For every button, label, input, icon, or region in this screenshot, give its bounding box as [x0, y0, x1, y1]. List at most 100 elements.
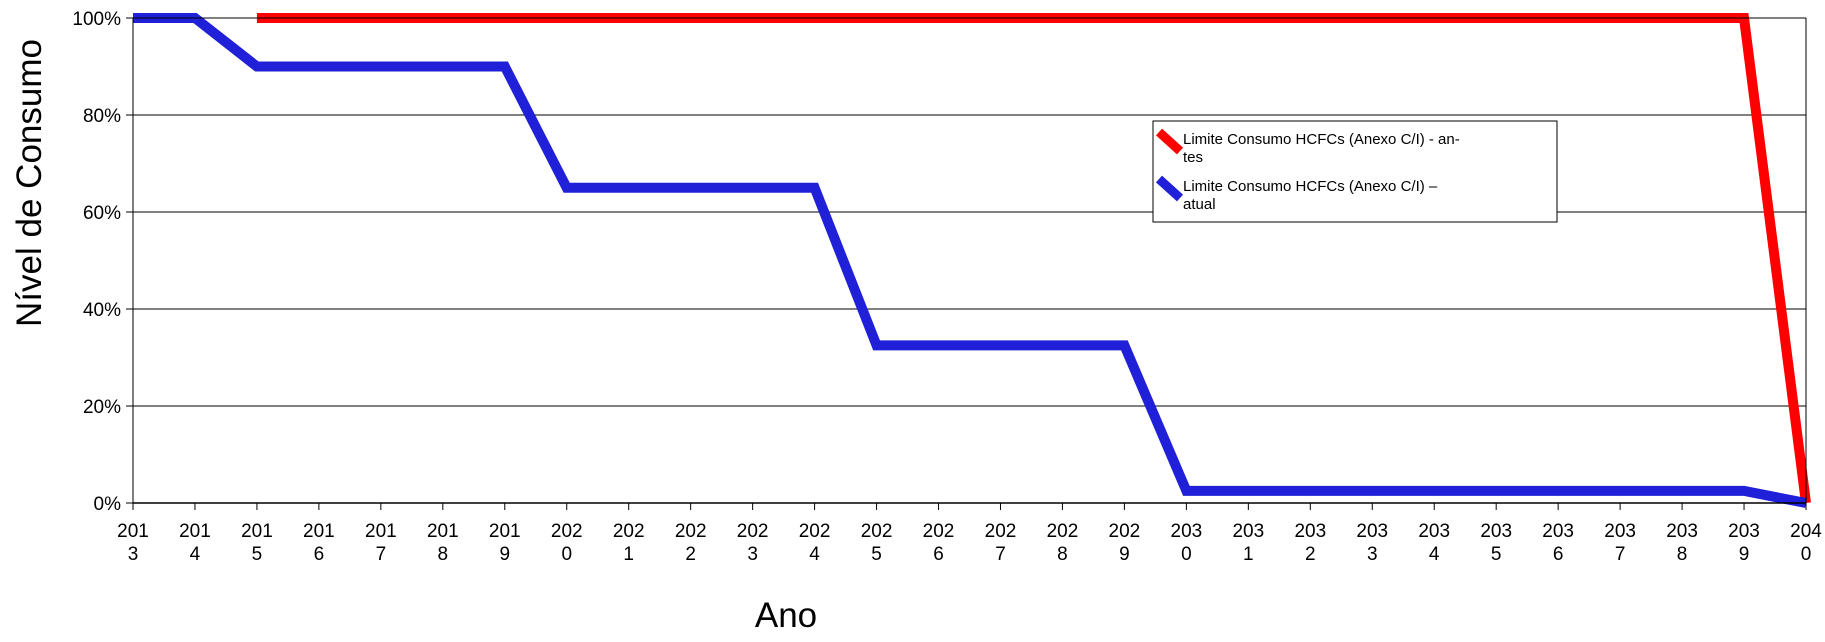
y-tick-label-100: 100% — [72, 9, 121, 30]
y-tick-label-40: 40% — [83, 300, 121, 321]
x-tick-label-2035-line1: 203 — [1480, 521, 1512, 542]
x-tick-label-2026-line2: 6 — [933, 544, 944, 565]
x-tick-label-2033-line2: 3 — [1367, 544, 1378, 565]
x-tick-label-2030-line1: 203 — [1171, 521, 1203, 542]
x-tick-label-2038-line2: 8 — [1677, 544, 1688, 565]
x-tick-label-2022-line2: 2 — [685, 544, 696, 565]
x-tick-label-2018-line1: 201 — [427, 521, 459, 542]
x-tick-label-2033-line1: 203 — [1356, 521, 1388, 542]
y-tick-label-60: 60% — [83, 203, 121, 224]
legend: Limite Consumo HCFCs (Anexo C/I) - an-te… — [1152, 120, 1558, 223]
x-tick-label-2037-line2: 7 — [1615, 544, 1626, 565]
legend-label-2-line1: Limite Consumo HCFCs (Anexo C/I) – — [1183, 178, 1438, 195]
y-axis-title: Nível de Consumo — [10, 39, 49, 327]
series-2-point-2017 — [380, 66, 382, 67]
legend-swatch-2 — [1155, 175, 1184, 202]
x-tick-label-2024-line2: 4 — [809, 544, 820, 565]
series-2-point-2039 — [1743, 490, 1745, 492]
series-line-2 — [133, 13, 1807, 508]
x-tick-label-2024-line1: 202 — [799, 521, 831, 542]
x-tick-label-2023-line2: 3 — [747, 544, 758, 565]
x-tick-label-2021-line1: 202 — [613, 521, 645, 542]
x-tick-label-2025-line1: 202 — [861, 521, 893, 542]
x-tick-label-2018-line2: 8 — [438, 544, 449, 565]
x-tick-label-2019-line1: 201 — [489, 521, 521, 542]
x-tick-label-2031-line1: 203 — [1232, 521, 1264, 542]
tick-labels: 0%20%40%60%80%100%2013201420152016201720… — [72, 9, 1822, 565]
x-tick-label-2013-line1: 201 — [117, 521, 149, 542]
x-tick-label-2027-line1: 202 — [985, 521, 1017, 542]
series-2-point-2037 — [1619, 490, 1621, 492]
x-tick-label-2025-line2: 5 — [871, 544, 882, 565]
series-2-point-2024 — [814, 187, 816, 189]
legend-label-1-line1: Limite Consumo HCFCs (Anexo C/I) - an- — [1183, 131, 1460, 148]
x-tick-label-2023-line1: 202 — [737, 521, 769, 542]
x-tick-label-2017-line1: 201 — [365, 521, 397, 542]
series-2-point-2023 — [752, 187, 754, 189]
y-tick-label-80: 80% — [83, 106, 121, 127]
x-tick-label-2014-line2: 4 — [190, 544, 201, 565]
series-2-point-2036 — [1557, 490, 1559, 492]
x-tick-label-2014-line1: 201 — [179, 521, 211, 542]
legend-swatch-1 — [1155, 128, 1184, 155]
y-tick-label-20: 20% — [83, 397, 121, 418]
series-2-point-2031 — [1247, 490, 1249, 492]
series-2-point-2025 — [876, 344, 878, 346]
series-2-point-2020 — [566, 187, 568, 189]
series-2-point-2015 — [256, 66, 258, 67]
legend-label-2-line2: atual — [1183, 196, 1216, 213]
legend-box — [1152, 120, 1558, 223]
x-tick-label-2028-line1: 202 — [1047, 521, 1079, 542]
x-tick-label-2035-line2: 5 — [1491, 544, 1502, 565]
x-tick-label-2039-line2: 9 — [1739, 544, 1750, 565]
series-2-point-2026 — [938, 344, 940, 346]
x-tick-label-2019-line2: 9 — [499, 544, 510, 565]
x-tick-label-2016-line1: 201 — [303, 521, 335, 542]
x-tick-label-2020-line2: 0 — [561, 544, 572, 565]
x-tick-label-2038-line1: 203 — [1666, 521, 1698, 542]
x-tick-label-2027-line2: 7 — [995, 544, 1006, 565]
x-tick-label-2034-line1: 203 — [1418, 521, 1450, 542]
series-line-1 — [256, 13, 1811, 504]
y-tick-label-0: 0% — [94, 494, 122, 515]
x-tick-label-2032-line2: 2 — [1305, 544, 1316, 565]
x-tick-label-2026-line1: 202 — [923, 521, 955, 542]
series-2-point-2038 — [1681, 490, 1683, 492]
axes — [126, 17, 1807, 510]
series-2-point-2035 — [1495, 490, 1497, 492]
x-tick-label-2034-line2: 4 — [1429, 544, 1440, 565]
series-2-point-2034 — [1433, 490, 1435, 492]
x-tick-label-2036-line1: 203 — [1542, 521, 1574, 542]
series-2-point-2019 — [504, 66, 506, 67]
x-tick-label-2017-line2: 7 — [376, 544, 387, 565]
x-tick-label-2037-line1: 203 — [1604, 521, 1636, 542]
series-2-point-2022 — [690, 187, 692, 189]
x-tick-label-2040-line1: 204 — [1790, 521, 1822, 542]
legend-label-1-line2: tes — [1183, 149, 1203, 166]
x-tick-label-2030-line2: 0 — [1181, 544, 1192, 565]
series-2-point-2028 — [1061, 344, 1063, 346]
x-tick-label-2016-line2: 6 — [314, 544, 325, 565]
x-tick-label-2015-line1: 201 — [241, 521, 273, 542]
series-2-point-2033 — [1371, 490, 1373, 492]
x-tick-label-2039-line1: 203 — [1728, 521, 1760, 542]
x-axis-title: Ano — [755, 596, 817, 635]
x-tick-label-2022-line1: 202 — [675, 521, 707, 542]
x-tick-label-2029-line2: 9 — [1119, 544, 1130, 565]
x-tick-label-2015-line2: 5 — [252, 544, 263, 565]
x-tick-label-2031-line2: 1 — [1243, 544, 1254, 565]
x-tick-label-2032-line1: 203 — [1294, 521, 1326, 542]
series-2-point-2018 — [442, 66, 444, 67]
series-2-point-2030 — [1185, 490, 1187, 492]
series-2-point-2016 — [318, 66, 320, 67]
x-tick-label-2013-line2: 3 — [128, 544, 139, 565]
x-tick-label-2021-line2: 1 — [623, 544, 634, 565]
x-tick-label-2029-line1: 202 — [1109, 521, 1141, 542]
series-lines — [132, 13, 1811, 508]
series-2-point-2032 — [1309, 490, 1311, 492]
x-tick-label-2020-line1: 202 — [551, 521, 583, 542]
series-2-point-2021 — [628, 187, 630, 189]
x-tick-label-2040-line2: 0 — [1801, 544, 1812, 565]
x-tick-label-2028-line2: 8 — [1057, 544, 1068, 565]
